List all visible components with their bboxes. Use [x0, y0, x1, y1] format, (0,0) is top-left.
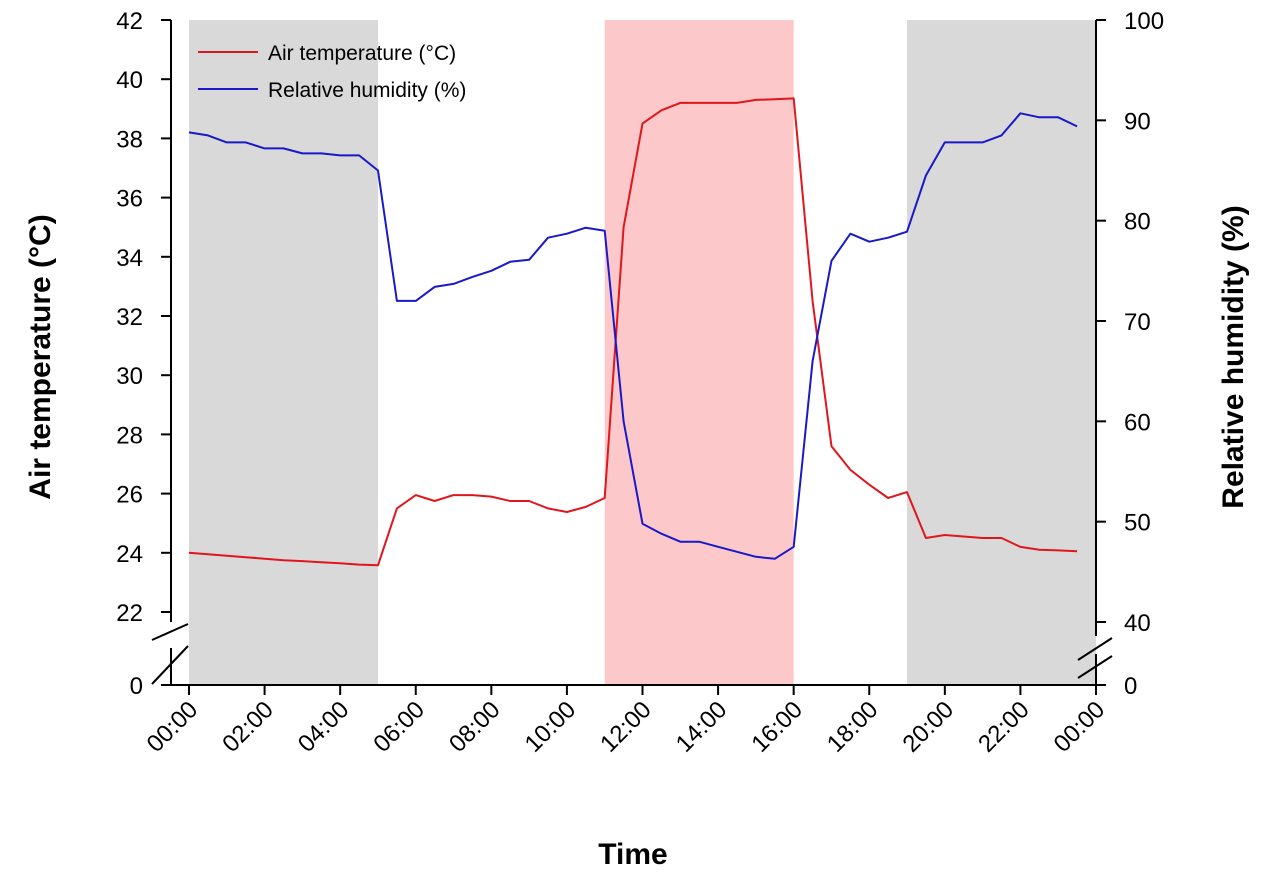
legend-label-air-temperature: Air temperature (°C): [268, 42, 456, 65]
relative-humidity-line: [188, 112, 1078, 560]
shaded-period: [907, 20, 1096, 685]
axes: [151, 20, 1113, 686]
y-tick-label: 24: [116, 541, 143, 568]
x-tick-label: 12:00: [595, 696, 657, 758]
y2-tick-label: 70: [1124, 309, 1151, 336]
x-tick-label: 14:00: [671, 696, 733, 758]
y2-tick-label: 80: [1124, 209, 1151, 236]
air-temperature-line: [188, 97, 1078, 567]
y2-tick-label: 90: [1124, 108, 1151, 135]
y-tick-label: 38: [116, 126, 143, 153]
y2-tick-label: 100: [1124, 8, 1164, 35]
left-axis-break-mark: [151, 623, 189, 641]
x-tick-label: 20:00: [898, 696, 960, 758]
legend: Air temperature (°C) Relative humidity (…: [198, 42, 466, 102]
y-tick-label: 32: [116, 304, 143, 331]
x-tick-label: 18:00: [822, 696, 884, 758]
x-tick-label: 00:00: [1049, 696, 1111, 758]
x-axis-title: Time: [598, 838, 667, 871]
x-tick-label: 00:00: [142, 696, 204, 758]
right-axis-break-mark: [1077, 655, 1113, 679]
y2-tick-label: 40: [1124, 610, 1151, 637]
left-axis-break-mark: [151, 645, 189, 685]
x-tick-label: 06:00: [368, 696, 430, 758]
y-tick-label: 28: [116, 422, 143, 449]
y2-tick-label: 60: [1124, 409, 1151, 436]
right-axis-break-mark: [1077, 637, 1113, 661]
y2-tick-label: 0: [1124, 673, 1137, 700]
y-axis-title: Air temperature (°C): [24, 214, 57, 499]
y-tick-label: 30: [116, 363, 143, 390]
y-tick-label: 42: [116, 8, 143, 35]
y-tick-label: 22: [116, 600, 143, 627]
x-tick-label: 16:00: [746, 696, 808, 758]
y-tick-label: 36: [116, 186, 143, 213]
x-tick-label: 04:00: [293, 696, 355, 758]
x-tick-label: 10:00: [520, 696, 582, 758]
shaded-period: [189, 20, 378, 685]
y-tick-label: 0: [130, 673, 143, 700]
x-tick-label: 02:00: [217, 696, 279, 758]
x-tick-label: 08:00: [444, 696, 506, 758]
shaded-period: [604, 20, 794, 685]
y-tick-label: 40: [116, 67, 143, 94]
y2-tick-label: 50: [1124, 510, 1151, 537]
y-tick-label: 34: [116, 245, 143, 272]
y-tick-label: 26: [116, 482, 143, 509]
series-lines: [188, 97, 1078, 567]
y2-axis-title: Relative humidity (%): [1217, 205, 1250, 508]
shaded-periods: [189, 20, 1096, 685]
legend-label-relative-humidity: Relative humidity (%): [268, 79, 466, 102]
x-tick-label: 22:00: [973, 696, 1035, 758]
